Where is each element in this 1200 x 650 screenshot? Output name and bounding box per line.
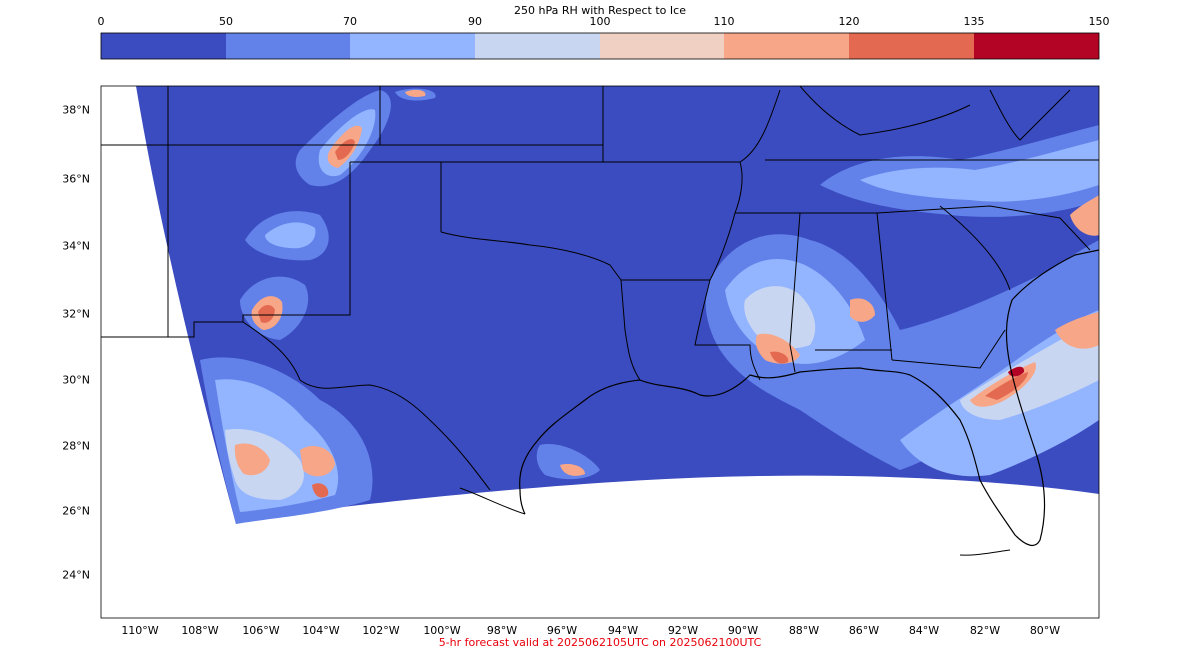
- longitude-label: 100°W: [423, 624, 461, 637]
- political-boundaries: [101, 86, 1099, 556]
- latitude-label: 24°N: [62, 568, 90, 582]
- state-border: [939, 205, 1011, 291]
- coastline: [909, 249, 1099, 547]
- rh-contours: [200, 88, 1099, 524]
- coastline: [959, 549, 1011, 556]
- latitude-label: 38°N: [62, 103, 90, 117]
- state-border: [739, 89, 781, 163]
- longitude-label: 86°W: [848, 624, 880, 637]
- state-border: [620, 279, 641, 381]
- longitude-label: 94°W: [607, 624, 639, 637]
- state-border: [242, 321, 491, 491]
- longitude-label: 92°W: [667, 624, 699, 637]
- longitude-label: 98°W: [486, 624, 518, 637]
- latitude-label: 36°N: [62, 172, 90, 186]
- longitude-label: 90°W: [727, 624, 759, 637]
- longitude-label: 106°W: [242, 624, 280, 637]
- state-border: [440, 231, 622, 281]
- state-border: [789, 212, 801, 373]
- colorbar-segment: [350, 33, 475, 59]
- coastline: [639, 367, 911, 397]
- forecast-valid-caption: 5-hr forecast valid at 2025062105UTC on …: [438, 636, 762, 649]
- coastline: [519, 379, 641, 515]
- longitude-label: 80°W: [1029, 624, 1061, 637]
- colorbar-segment: [101, 33, 226, 59]
- colorbar-segment: [475, 33, 600, 59]
- state-border: [989, 89, 1071, 141]
- colorbar-frame: [100, 32, 1100, 60]
- longitude-label: 84°W: [908, 624, 940, 637]
- colorbar-tick-label: 135: [963, 15, 985, 28]
- map-frame: [100, 85, 1100, 619]
- longitude-label: 102°W: [362, 624, 400, 637]
- colorbar-segment: [849, 33, 974, 59]
- latitude-label: 34°N: [62, 239, 90, 253]
- latitude-label: 26°N: [62, 504, 90, 518]
- coastline: [459, 487, 526, 515]
- state-border: [876, 205, 1091, 251]
- longitude-label: 96°W: [546, 624, 578, 637]
- longitude-label: 108°W: [181, 624, 219, 637]
- colorbar-segment: [600, 33, 724, 59]
- colorbar-segment: [226, 33, 350, 59]
- colorbar-tick-label: 0: [97, 15, 105, 28]
- colorbar-tick-label: 110: [713, 15, 735, 28]
- state-border: [891, 329, 1006, 369]
- colorbar: [100, 32, 1100, 60]
- colorbar-tick-label: 90: [468, 15, 482, 28]
- colorbar-tick-label: 150: [1088, 15, 1110, 28]
- colorbar-tick-label: 120: [838, 15, 860, 28]
- map-area: [101, 86, 1099, 556]
- longitude-label: 82°W: [969, 624, 1001, 637]
- colorbar-tick-label: 70: [343, 15, 357, 28]
- longitude-label: 110°W: [121, 624, 159, 637]
- latitude-label: 30°N: [62, 373, 90, 387]
- latitude-label: 32°N: [62, 307, 90, 321]
- state-border: [799, 86, 971, 136]
- longitude-label: 88°W: [788, 624, 820, 637]
- colorbar-tick-label: 100: [589, 15, 611, 28]
- state-border: [694, 212, 761, 381]
- state-border: [603, 161, 743, 214]
- colorbar-segment: [974, 33, 1099, 59]
- colorbar-segment: [724, 33, 849, 59]
- colorbar-tick-label: 50: [219, 15, 233, 28]
- colorbar-title: 250 hPa RH with Respect to Ice: [514, 4, 686, 17]
- latitude-label: 28°N: [62, 439, 90, 453]
- longitude-label: 104°W: [302, 624, 340, 637]
